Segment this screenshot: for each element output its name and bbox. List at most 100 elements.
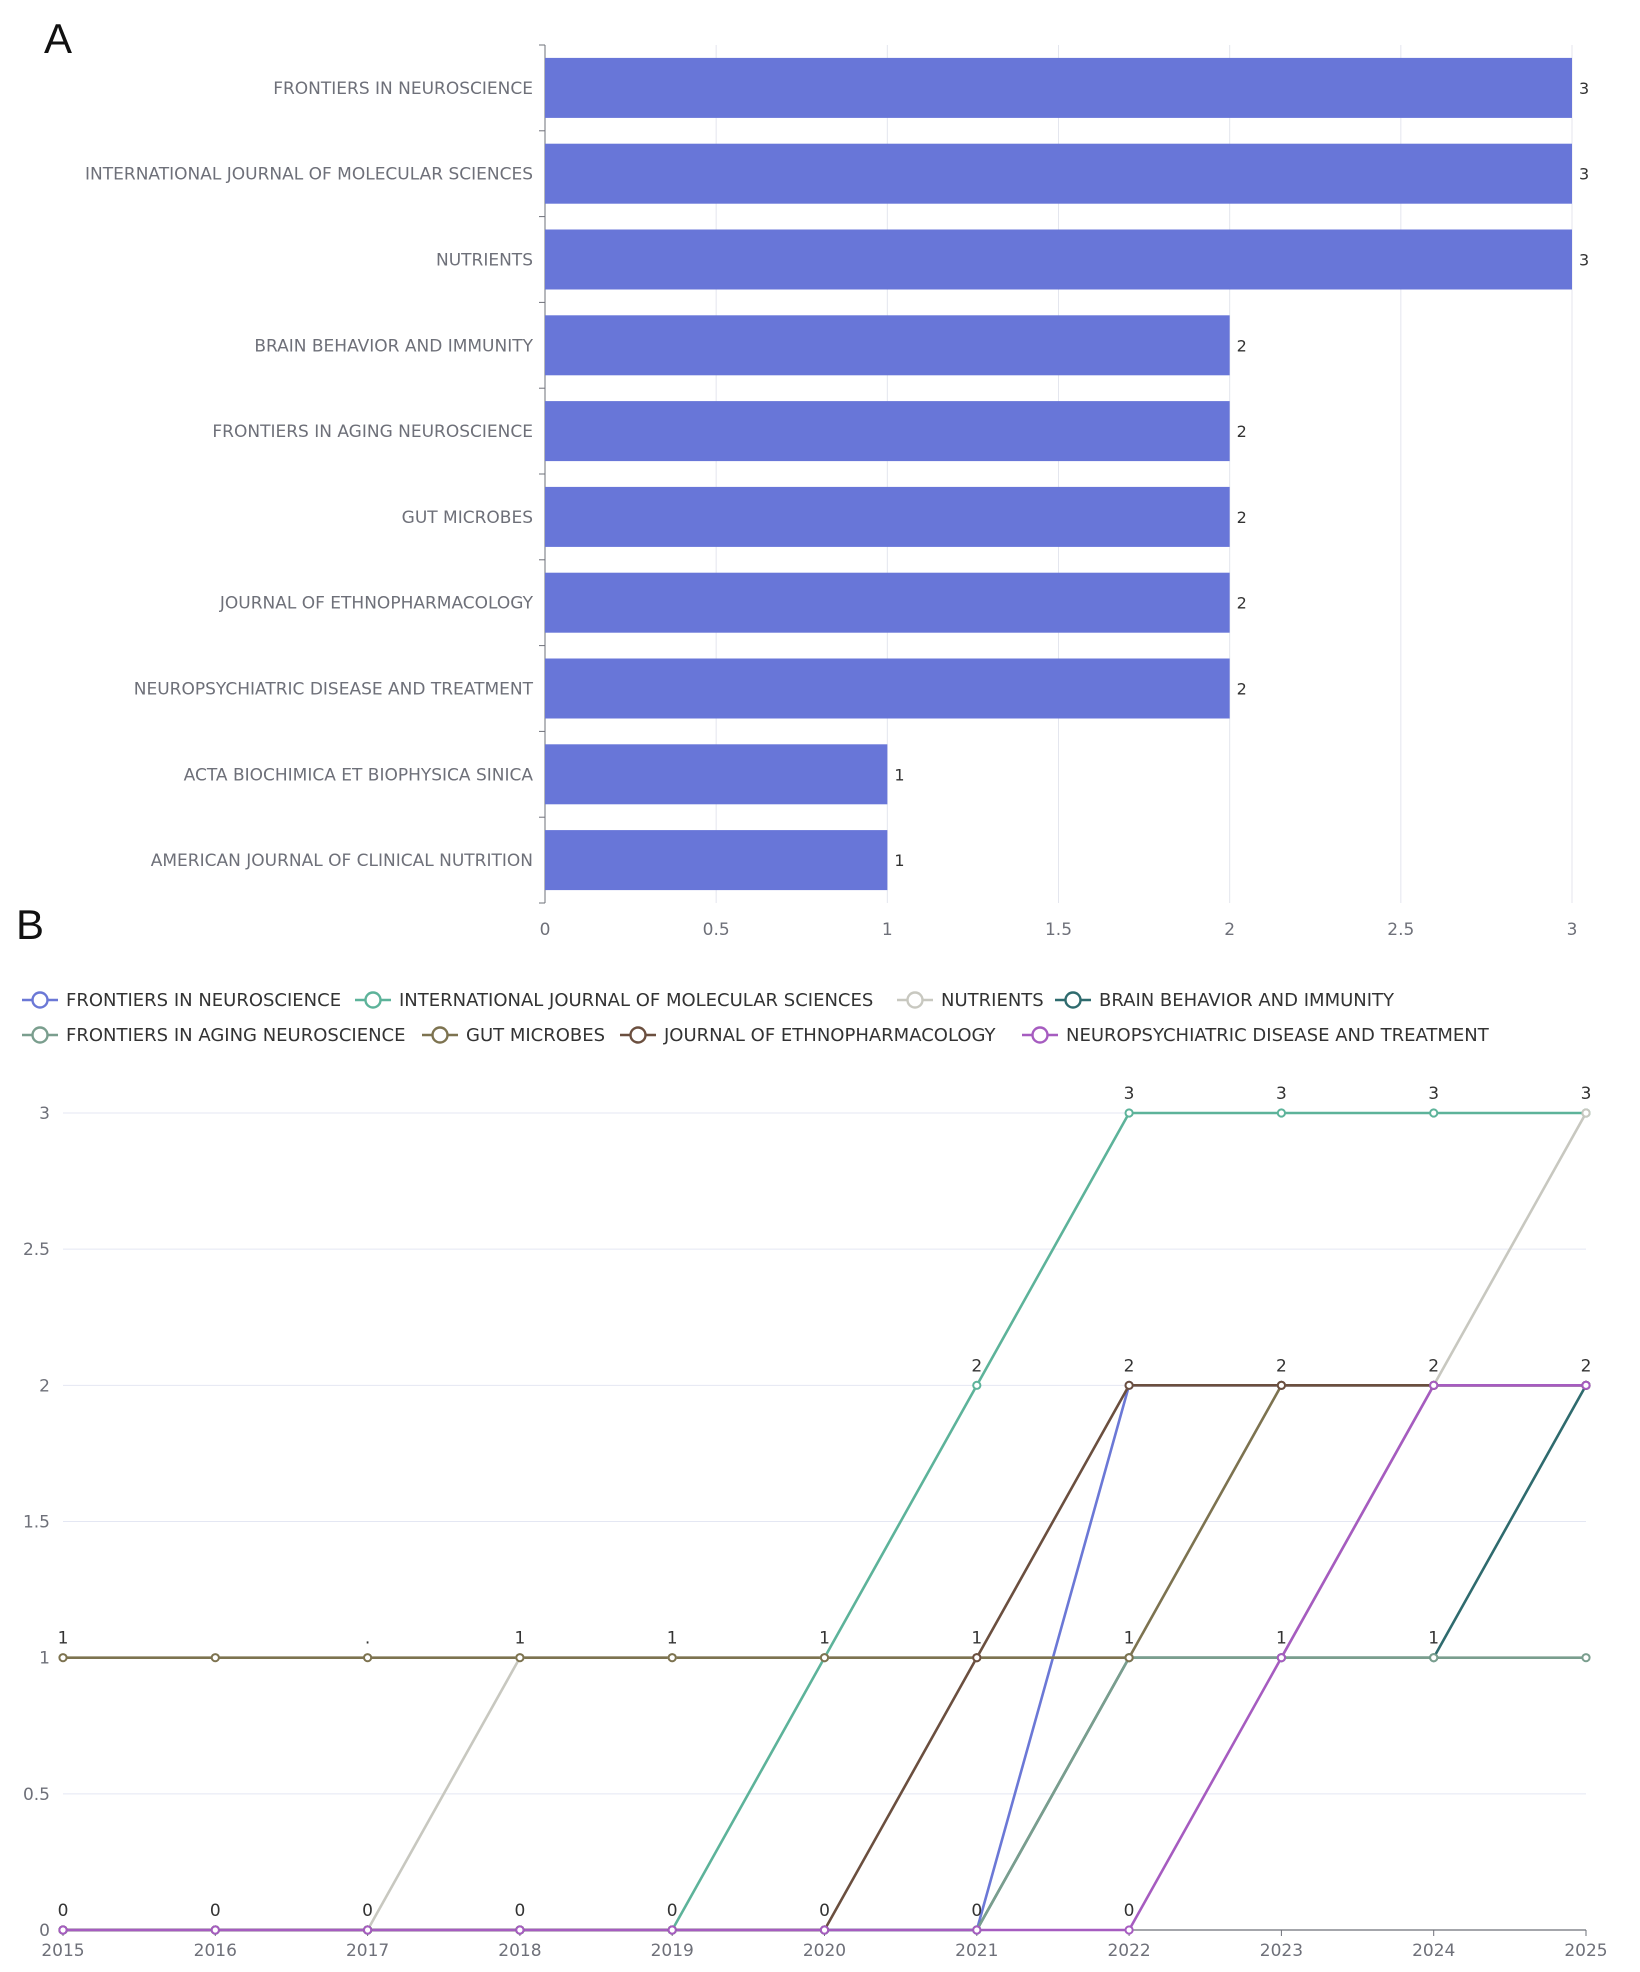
x-tick-label: 2022 bbox=[1107, 1941, 1150, 1961]
series-point bbox=[1429, 1108, 1439, 1118]
point-value-label: 0 bbox=[667, 1901, 678, 1921]
series-point bbox=[515, 1653, 525, 1663]
series-point bbox=[1276, 1108, 1287, 1118]
point-value-label: 0 bbox=[514, 1901, 525, 1921]
x-tick-label: 0.5 bbox=[703, 920, 730, 940]
series-point bbox=[1581, 1108, 1591, 1118]
legend-label: GUT MICROBES bbox=[466, 1025, 605, 1046]
category-label: BRAIN BEHAVIOR AND IMMUNITY bbox=[254, 336, 533, 356]
point-value-label: 1 bbox=[819, 1629, 830, 1649]
point-value-label: 1 bbox=[514, 1629, 525, 1649]
point-value-label: 1 bbox=[971, 1629, 982, 1649]
legend-marker bbox=[431, 1026, 449, 1044]
x-tick-label: 2021 bbox=[955, 1941, 998, 1961]
legend-marker bbox=[906, 991, 924, 1009]
point-value-label: 2 bbox=[1276, 1356, 1287, 1376]
series-point bbox=[972, 1380, 982, 1390]
bar-value-label: 3 bbox=[1579, 251, 1589, 270]
bar-value-label: 2 bbox=[1237, 422, 1247, 441]
series-point bbox=[1124, 1380, 1134, 1390]
y-tick-label: 1 bbox=[39, 1649, 50, 1669]
point-value-label: 1 bbox=[1276, 1629, 1287, 1649]
category-label: NUTRIENTS bbox=[436, 251, 533, 271]
legend-marker bbox=[31, 1026, 49, 1044]
x-tick-label: 2.5 bbox=[1387, 920, 1414, 940]
point-value-label: 2 bbox=[1428, 1356, 1439, 1376]
legend-label: NUTRIENTS bbox=[941, 990, 1044, 1011]
category-label: JOURNAL OF ETHNOPHARMACOLOGY bbox=[219, 594, 534, 614]
point-value-label: 3 bbox=[1124, 1084, 1135, 1104]
series-point bbox=[972, 1653, 982, 1663]
point-value-label: 2 bbox=[1124, 1356, 1135, 1376]
series-point bbox=[1581, 1380, 1591, 1390]
x-tick-label: 1 bbox=[882, 920, 893, 940]
y-tick-label: 0.5 bbox=[23, 1785, 50, 1805]
bar bbox=[545, 229, 1572, 290]
panel-label-b: B bbox=[16, 901, 45, 948]
category-label: AMERICAN JOURNAL OF CLINICAL NUTRITION bbox=[151, 851, 533, 871]
category-label: FRONTIERS IN AGING NEUROSCIENCE bbox=[212, 422, 533, 442]
bar bbox=[545, 401, 1230, 462]
panel-label-a: A bbox=[44, 15, 73, 62]
x-tick-label: 2 bbox=[1224, 920, 1235, 940]
bar-value-label: 3 bbox=[1579, 79, 1589, 98]
point-value-label: 1 bbox=[1428, 1629, 1439, 1649]
bar bbox=[545, 658, 1230, 719]
x-tick-label: 2018 bbox=[498, 1941, 541, 1961]
series-point bbox=[58, 1653, 68, 1663]
series-point bbox=[363, 1653, 373, 1663]
x-tick-label: 1.5 bbox=[1045, 920, 1072, 940]
series-point bbox=[819, 1653, 830, 1663]
point-value-label: 2 bbox=[1581, 1356, 1592, 1376]
point-value-label: 0 bbox=[971, 1901, 982, 1921]
point-value-label: 3 bbox=[1428, 1084, 1439, 1104]
series-point bbox=[819, 1925, 830, 1935]
point-value-label: . bbox=[365, 1629, 370, 1649]
bar bbox=[545, 830, 888, 891]
x-tick-label: 2015 bbox=[41, 1941, 84, 1961]
bar bbox=[545, 572, 1230, 633]
bar-value-label: 2 bbox=[1237, 680, 1247, 699]
point-value-label: 0 bbox=[819, 1901, 830, 1921]
x-tick-label: 2023 bbox=[1260, 1941, 1303, 1961]
legend-label: FRONTIERS IN NEUROSCIENCE bbox=[66, 990, 341, 1011]
x-tick-label: 2020 bbox=[803, 1941, 846, 1961]
category-label: ACTA BIOCHIMICA ET BIOPHYSICA SINICA bbox=[184, 765, 534, 785]
category-label: FRONTIERS IN NEUROSCIENCE bbox=[273, 79, 533, 99]
x-tick-label: 0 bbox=[540, 920, 551, 940]
x-tick-label: 2025 bbox=[1564, 1941, 1607, 1961]
legend-label: BRAIN BEHAVIOR AND IMMUNITY bbox=[1099, 990, 1395, 1011]
series-point bbox=[1276, 1653, 1287, 1663]
legend-label: FRONTIERS IN AGING NEUROSCIENCE bbox=[66, 1025, 405, 1046]
legend-label: JOURNAL OF ETHNOPHARMACOLOGY bbox=[663, 1025, 997, 1046]
point-value-label: 0 bbox=[58, 1901, 69, 1921]
legend-marker bbox=[1064, 991, 1082, 1009]
series-point bbox=[1429, 1653, 1439, 1663]
point-value-label: 0 bbox=[210, 1901, 221, 1921]
point-value-label: 0 bbox=[362, 1901, 373, 1921]
x-tick-label: 2024 bbox=[1412, 1941, 1455, 1961]
bar-chart: 0 0.5 1 1.5 2 2.5 3 FRONTIERS IN NEUROSCIENCE 3 I… bbox=[85, 44, 1589, 940]
series-point bbox=[1276, 1380, 1287, 1390]
x-tick-label: 2017 bbox=[346, 1941, 389, 1961]
series-point bbox=[667, 1925, 677, 1935]
category-label: INTERNATIONAL JOURNAL OF MOLECULAR SCIEN… bbox=[85, 165, 533, 185]
series-point bbox=[58, 1925, 68, 1935]
series-point bbox=[1581, 1653, 1591, 1663]
series-point bbox=[1124, 1925, 1134, 1935]
y-tick-label: 0 bbox=[39, 1921, 50, 1941]
bar-value-label: 2 bbox=[1237, 336, 1247, 355]
point-value-label: 0 bbox=[1124, 1901, 1135, 1921]
bar bbox=[545, 315, 1230, 376]
legend-label: NEUROPSYCHIATRIC DISEASE AND TREATMENT bbox=[1066, 1025, 1490, 1046]
legend-marker bbox=[364, 991, 382, 1009]
bar-value-label: 2 bbox=[1237, 594, 1247, 613]
series-point bbox=[972, 1925, 982, 1935]
legend-marker bbox=[31, 991, 49, 1009]
series-point bbox=[1124, 1653, 1134, 1663]
bar bbox=[545, 57, 1572, 118]
y-tick-label: 1.5 bbox=[23, 1513, 50, 1533]
bar bbox=[545, 486, 1230, 547]
series-point bbox=[1124, 1108, 1134, 1118]
